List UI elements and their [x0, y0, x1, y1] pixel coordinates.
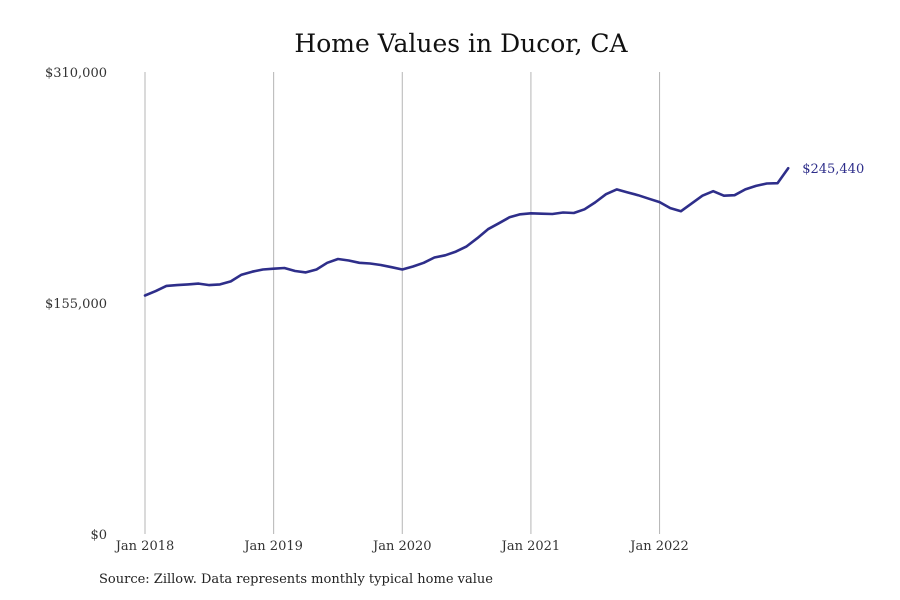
x-axis-ticks: Jan 2018 Jan 2019 Jan 2020 Jan 2021 Jan 2022	[114, 539, 689, 554]
series-line	[143, 166, 790, 297]
x-tick-label: Jan 2018	[114, 539, 175, 554]
y-axis-ticks: $0 $155,000 $310,000	[45, 66, 107, 543]
x-tick-label: Jan 2020	[371, 539, 432, 554]
end-value-label: $245,440	[802, 162, 864, 177]
x-tick-label: Jan 2021	[500, 539, 561, 554]
source-note: Source: Zillow. Data represents monthly …	[99, 572, 493, 587]
y-tick-label: $0	[90, 528, 107, 543]
y-tick-label: $310,000	[45, 66, 107, 81]
x-tick-label: Jan 2022	[628, 539, 689, 554]
x-tick-label: Jan 2019	[242, 539, 303, 554]
vertical-gridlines	[144, 72, 661, 534]
y-tick-label: $155,000	[45, 297, 107, 312]
chart-title: Home Values in Ducor, CA	[294, 29, 628, 58]
